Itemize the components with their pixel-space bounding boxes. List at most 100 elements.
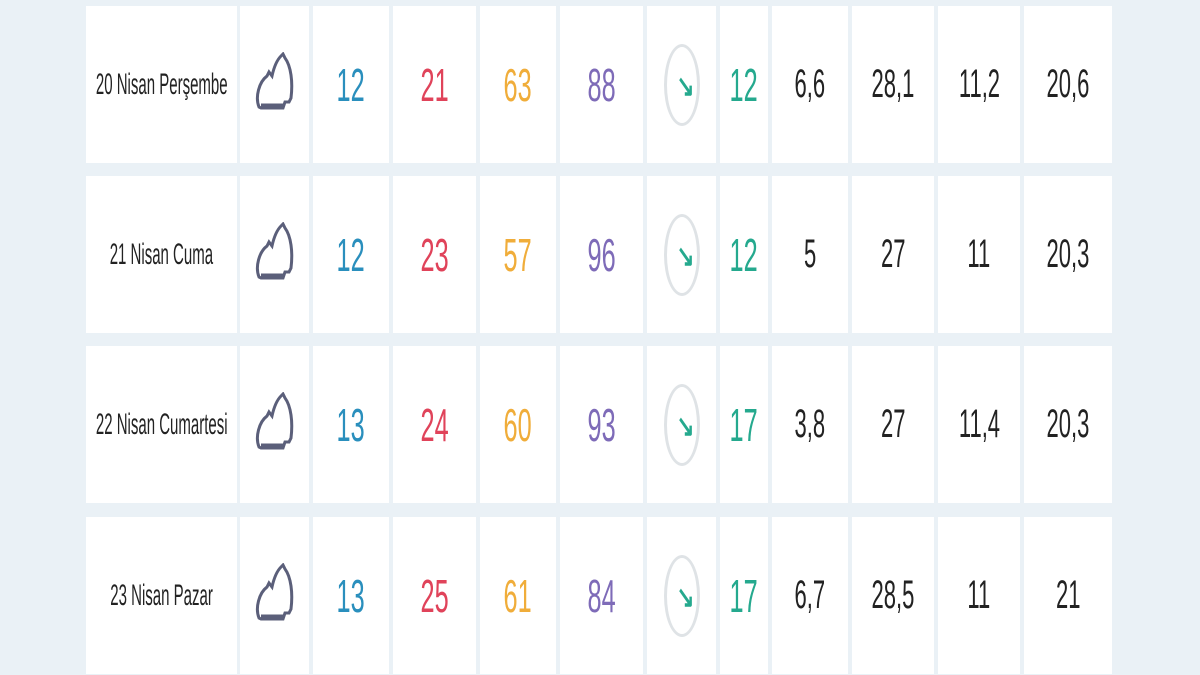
date-cell: 23 Nisan Pazar <box>86 517 237 674</box>
value: 27 <box>880 232 906 276</box>
arrow-down-right-icon: ↘ <box>676 69 694 103</box>
value: 11,2 <box>958 62 1000 106</box>
value: 6,6 <box>794 62 826 106</box>
value-cell: 6,7 <box>772 517 848 674</box>
date-label: 20 Nisan Perşembe <box>95 67 228 101</box>
value-cell: 11 <box>938 176 1020 333</box>
value: 28,5 <box>871 573 915 617</box>
wind-dial: ↘ <box>663 213 700 296</box>
date-cell: 22 Nisan Cumartesi <box>86 346 237 503</box>
humidity: 93 <box>587 398 616 451</box>
value-cell: 3,8 <box>772 346 848 503</box>
value: 20,3 <box>1046 402 1090 446</box>
value: 57 <box>503 228 533 281</box>
wind-speed-cell: 12 <box>720 6 768 163</box>
humidity-cell: 96 <box>560 176 643 333</box>
min-temp-cell: 12 <box>313 6 389 163</box>
arrow-down-right-icon: ↘ <box>676 239 694 273</box>
value-cell: 6,6 <box>772 6 848 163</box>
cloud-icon <box>255 391 295 457</box>
max-temp-cell: 21 <box>393 6 476 163</box>
min-temp-cell: 13 <box>313 517 389 674</box>
weather-cell <box>240 6 309 163</box>
max-temp: 24 <box>420 398 449 451</box>
value-cell: 11,2 <box>938 6 1020 163</box>
wind-direction-cell: ↘ <box>647 517 716 674</box>
min-temp: 13 <box>336 569 366 622</box>
date-label: 22 Nisan Cumartesi <box>95 407 228 441</box>
value: 27 <box>880 402 906 446</box>
wind-speed: 12 <box>729 58 759 111</box>
max-temp-cell: 24 <box>393 346 476 503</box>
wind-speed-cell: 12 <box>720 176 768 333</box>
arrow-down-right-icon: ↘ <box>676 409 694 443</box>
value-cell: 21 <box>1024 517 1112 674</box>
value-cell: 20,3 <box>1024 346 1112 503</box>
date-cell: 20 Nisan Perşembe <box>86 6 237 163</box>
wind-dial: ↘ <box>663 554 700 637</box>
min-temp: 12 <box>336 58 366 111</box>
value-cell: 20,6 <box>1024 6 1112 163</box>
min-temp-cell: 12 <box>313 176 389 333</box>
value: 20,3 <box>1046 232 1090 276</box>
value: 6,7 <box>794 573 826 617</box>
max-temp-cell: 23 <box>393 176 476 333</box>
humidity: 88 <box>587 58 616 111</box>
wind-speed: 17 <box>729 398 759 451</box>
weather-cell <box>240 346 309 503</box>
value: 28,1 <box>871 62 915 106</box>
value-cell: 11,4 <box>938 346 1020 503</box>
value-cell: 28,1 <box>852 6 934 163</box>
value-cell: 60 <box>480 346 556 503</box>
value: 63 <box>503 58 533 111</box>
value: 5 <box>803 232 817 276</box>
value-cell: 11 <box>938 517 1020 674</box>
value-cell: 27 <box>852 176 934 333</box>
humidity-cell: 93 <box>560 346 643 503</box>
weather-cell <box>240 176 309 333</box>
max-temp: 25 <box>420 569 449 622</box>
min-temp: 12 <box>336 228 366 281</box>
value-cell: 57 <box>480 176 556 333</box>
value: 11 <box>967 232 991 276</box>
min-temp-cell: 13 <box>313 346 389 503</box>
value: 21 <box>1055 573 1081 617</box>
wind-dial: ↘ <box>663 383 700 466</box>
cloud-icon <box>255 221 295 287</box>
weather-cell <box>240 517 309 674</box>
date-label: 21 Nisan Cuma <box>109 237 214 271</box>
value-cell: 27 <box>852 346 934 503</box>
wind-direction-cell: ↘ <box>647 346 716 503</box>
wind-speed-cell: 17 <box>720 346 768 503</box>
max-temp: 21 <box>420 58 449 111</box>
wind-speed: 17 <box>729 569 759 622</box>
value-cell: 61 <box>480 517 556 674</box>
cloud-icon <box>255 51 295 117</box>
wind-direction-cell: ↘ <box>647 176 716 333</box>
value: 11 <box>967 573 991 617</box>
humidity: 84 <box>587 569 616 622</box>
cloud-icon <box>255 562 295 628</box>
wind-dial: ↘ <box>663 43 700 126</box>
wind-direction-cell: ↘ <box>647 6 716 163</box>
value-cell: 20,3 <box>1024 176 1112 333</box>
value: 3,8 <box>794 402 826 446</box>
wind-speed-cell: 17 <box>720 517 768 674</box>
max-temp: 23 <box>420 228 449 281</box>
value: 61 <box>503 569 533 622</box>
value-cell: 63 <box>480 6 556 163</box>
value-cell: 5 <box>772 176 848 333</box>
value-cell: 28,5 <box>852 517 934 674</box>
date-cell: 21 Nisan Cuma <box>86 176 237 333</box>
value: 20,6 <box>1046 62 1090 106</box>
wind-speed: 12 <box>729 228 759 281</box>
arrow-down-right-icon: ↘ <box>676 580 694 614</box>
min-temp: 13 <box>336 398 366 451</box>
value: 11,4 <box>958 402 1000 446</box>
date-label: 23 Nisan Pazar <box>110 578 213 612</box>
humidity: 96 <box>587 228 616 281</box>
max-temp-cell: 25 <box>393 517 476 674</box>
humidity-cell: 88 <box>560 6 643 163</box>
humidity-cell: 84 <box>560 517 643 674</box>
value: 60 <box>503 398 533 451</box>
